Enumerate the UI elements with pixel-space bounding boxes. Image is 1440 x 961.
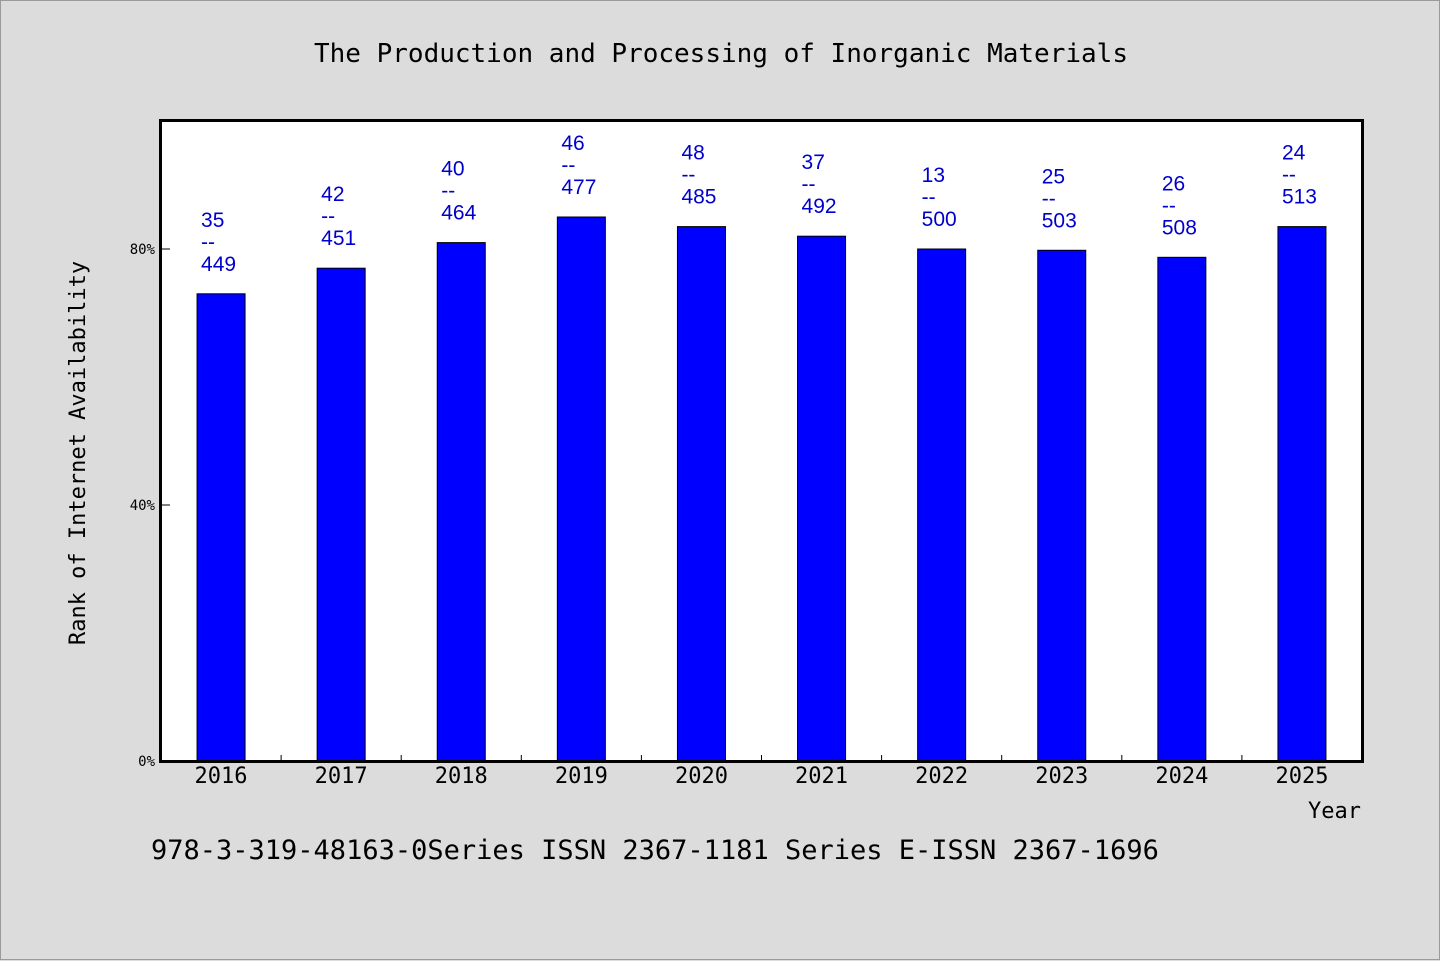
x-tick-label-2017: 2017 <box>315 764 368 789</box>
bar-2021 <box>797 235 847 762</box>
x-tick-label-2022: 2022 <box>915 764 968 789</box>
bar-2018 <box>436 242 486 762</box>
bar-2016 <box>196 293 246 762</box>
bar-labels-layer: 35--44942--45140--46446--47748--48537--4… <box>201 132 1317 276</box>
chart-title: The Production and Processing of Inorgan… <box>314 39 1128 69</box>
bar-label-2019-line3: 477 <box>561 176 596 199</box>
y-tick-label: 80% <box>130 242 156 258</box>
x-tick-label-2020: 2020 <box>675 764 728 789</box>
plot-border <box>159 119 1364 763</box>
x-tick-label-2024: 2024 <box>1155 764 1208 789</box>
bar-label-2017-line1: 42 <box>321 183 344 206</box>
bar-label-2022-line2: -- <box>922 186 936 209</box>
axis-layer: 2016 2017 2018 2019 2020 2021 2022 2023 2024 2025… <box>130 242 1329 789</box>
bar-label-2020-line1: 48 <box>681 142 704 165</box>
bar-label-2022-line3: 500 <box>922 208 957 231</box>
x-tick-label-2021: 2021 <box>795 764 848 789</box>
bar-label-2024-line2: -- <box>1162 194 1176 217</box>
bar-2017 <box>316 267 366 762</box>
bar-label-2017-line2: -- <box>321 205 335 228</box>
bar-label-2018-line3: 464 <box>441 202 476 225</box>
x-tick-label-2025: 2025 <box>1275 764 1328 789</box>
bar-label-2020-line2: -- <box>681 164 695 187</box>
x-tick-label-2019: 2019 <box>555 764 608 789</box>
bar-label-2019-line2: -- <box>561 154 575 177</box>
bar-label-2023-line1: 25 <box>1042 165 1065 188</box>
bar-label-2024-line1: 26 <box>1162 172 1185 195</box>
bar-label-2016-line2: -- <box>201 231 215 254</box>
bar-2025 <box>1277 226 1327 762</box>
bar-label-2022-line1: 13 <box>922 164 945 187</box>
bar-label-2017-line3: 451 <box>321 227 356 250</box>
bar-2022 <box>917 248 967 762</box>
bar-label-2024-line3: 508 <box>1162 216 1197 239</box>
bar-2020 <box>676 226 726 762</box>
x-tick-label-2023: 2023 <box>1035 764 1088 789</box>
y-axis-label: Rank of Internet Availability <box>66 261 91 645</box>
bar-label-2025-line3: 513 <box>1282 186 1317 209</box>
y-tick-label: 0% <box>138 754 155 770</box>
bar-2024 <box>1157 256 1207 762</box>
x-axis-label: Year <box>1308 799 1361 824</box>
bar-label-2025-line2: -- <box>1282 164 1296 187</box>
bar-label-2021-line2: -- <box>802 173 816 196</box>
bar-label-2016-line3: 449 <box>201 253 236 276</box>
bar-label-2018-line2: -- <box>441 180 455 203</box>
bar-label-2025-line1: 24 <box>1282 142 1306 165</box>
bar-label-2023-line2: -- <box>1042 187 1056 210</box>
bar-label-2016-line1: 35 <box>201 209 224 232</box>
bar-label-2018-line1: 40 <box>441 158 464 181</box>
footer-note: 978-3-319-48163-0Series ISSN 2367-1181 S… <box>151 835 1159 866</box>
bar-label-2023-line3: 503 <box>1042 209 1077 232</box>
x-tick-label-2016: 2016 <box>195 764 248 789</box>
y-tick-label: 40% <box>130 498 156 514</box>
bar-label-2020-line3: 485 <box>681 186 716 209</box>
bar-label-2019-line1: 46 <box>561 132 584 155</box>
bar-2023 <box>1037 249 1087 762</box>
bar-2019 <box>556 216 606 762</box>
bar-label-2021-line3: 492 <box>802 195 837 218</box>
x-tick-label-2018: 2018 <box>435 764 488 789</box>
bar-label-2021-line1: 37 <box>802 151 825 174</box>
bars-layer <box>196 216 1327 762</box>
